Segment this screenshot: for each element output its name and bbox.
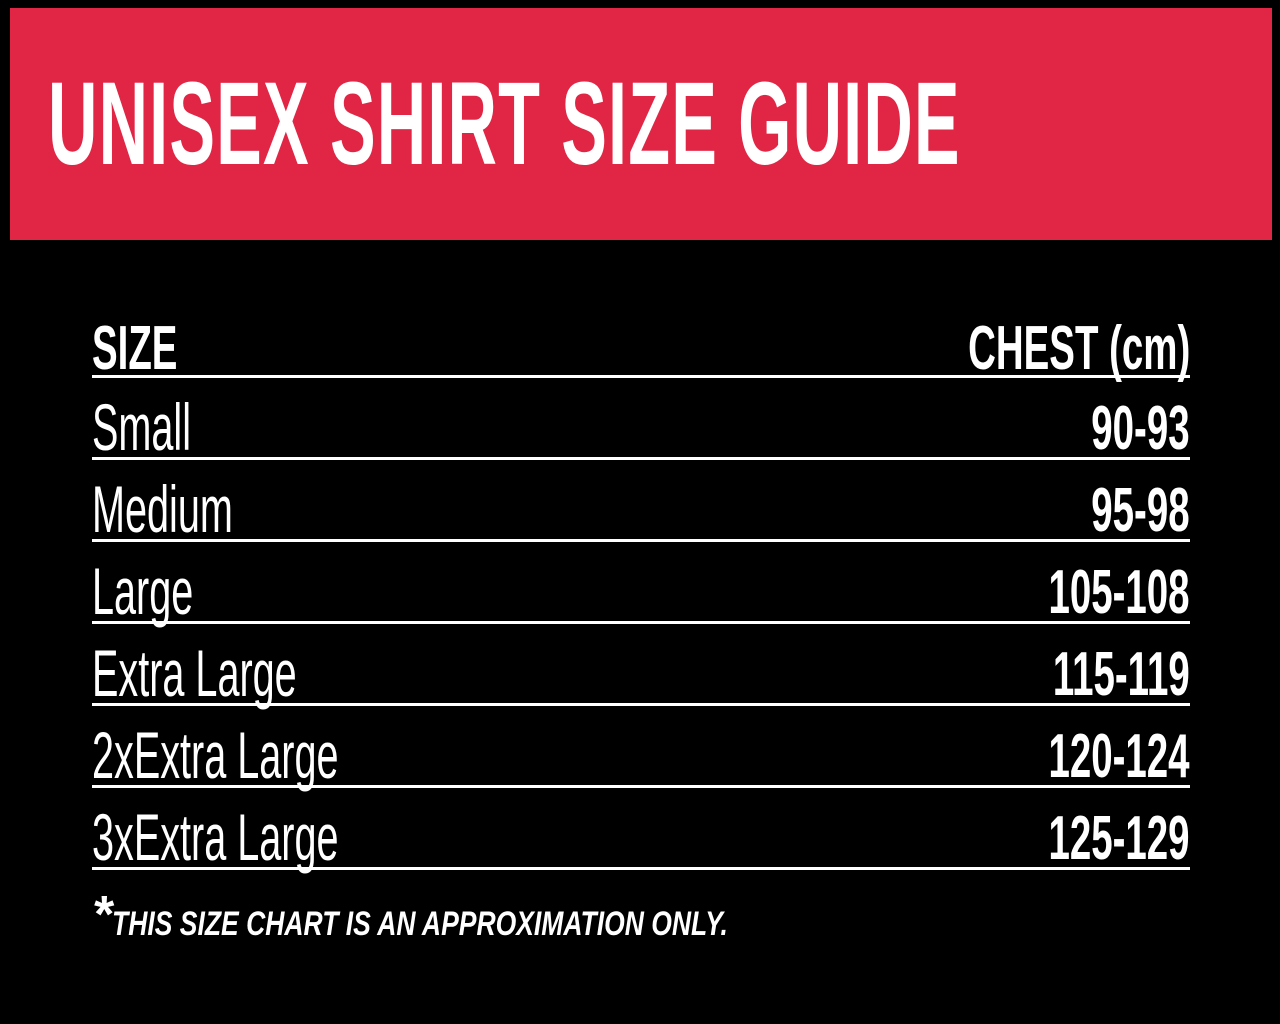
- table-header-row: SIZE CHEST (cm): [92, 296, 1190, 383]
- chest-value-small: 90-93: [1091, 394, 1190, 464]
- size-label-3x-extra-large: 3xExtra Large: [92, 799, 339, 874]
- size-label-medium: Medium: [92, 471, 233, 546]
- chest-value-medium: 95-98: [1091, 476, 1190, 546]
- table-row: 2xExtra Large 120-124: [92, 706, 1190, 788]
- size-label-large: Large: [92, 553, 194, 628]
- size-label-extra-large: Extra Large: [92, 635, 297, 710]
- footnote-text: THIS SIZE CHART IS AN APPROXIMATION ONLY…: [112, 905, 729, 943]
- table-row: Medium 95-98: [92, 460, 1190, 542]
- size-label-2x-extra-large: 2xExtra Large: [92, 717, 339, 792]
- column-header-size: SIZE: [92, 313, 178, 383]
- table-row: Extra Large 115-119: [92, 624, 1190, 706]
- chest-value-extra-large: 115-119: [1053, 640, 1190, 710]
- footnote: * THIS SIZE CHART IS AN APPROXIMATION ON…: [92, 889, 902, 945]
- column-header-chest: CHEST (cm): [967, 313, 1190, 383]
- chest-value-2x-extra-large: 120-124: [1048, 722, 1190, 792]
- title-banner: UNISEX SHIRT SIZE GUIDE: [10, 8, 1272, 240]
- table-row: 3xExtra Large 125-129: [92, 788, 1190, 870]
- chest-value-large: 105-108: [1048, 558, 1190, 628]
- size-label-small: Small: [92, 389, 192, 464]
- asterisk-marker: *: [92, 886, 113, 944]
- chest-value-3x-extra-large: 125-129: [1048, 804, 1190, 874]
- size-table: SIZE CHEST (cm) Small 90-93 Medium 95-98…: [92, 296, 1190, 870]
- page-title: UNISEX SHIRT SIZE GUIDE: [48, 58, 961, 190]
- table-row: Large 105-108: [92, 542, 1190, 624]
- table-row: Small 90-93: [92, 378, 1190, 460]
